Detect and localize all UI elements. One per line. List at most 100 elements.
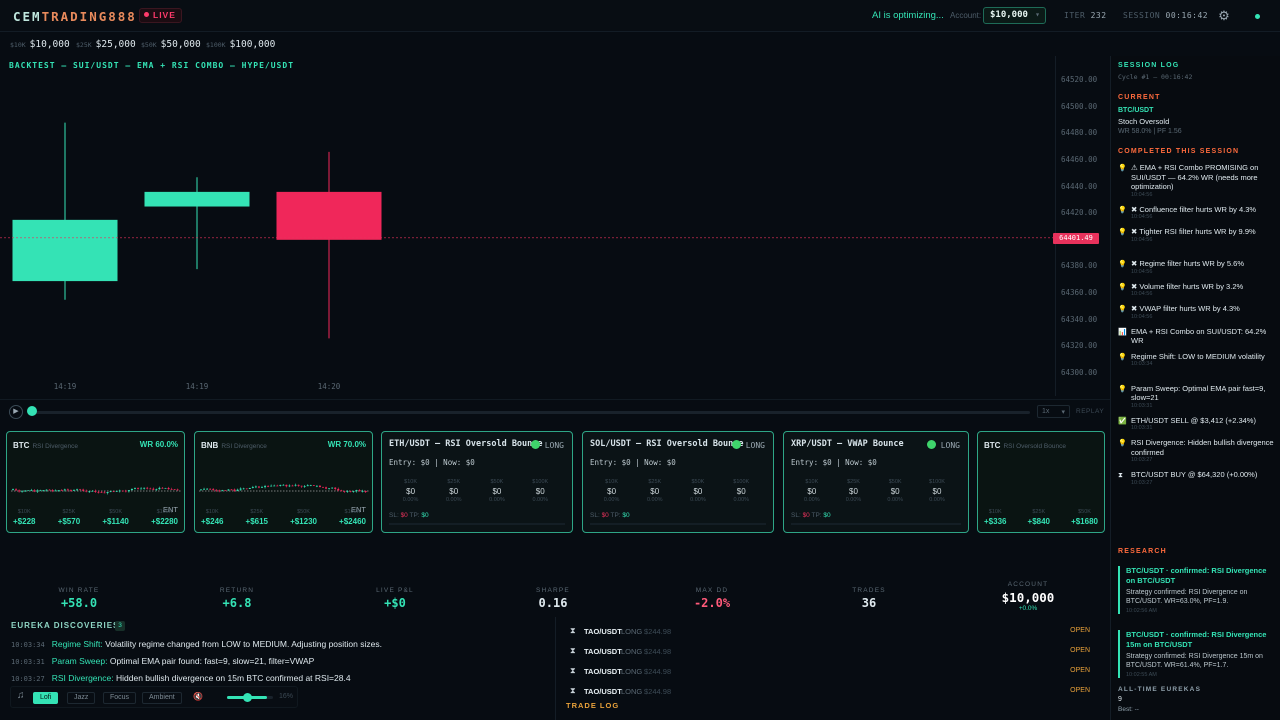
replay-knob[interactable] [27, 406, 37, 416]
log-time: 10:04:56 [1131, 191, 1153, 198]
settings-icon[interactable]: ⚙ [1218, 8, 1230, 23]
volume-knob[interactable] [243, 693, 252, 702]
balance-tag: $100K [206, 41, 226, 49]
session-log-item[interactable]: 💡 Regime Shift: LOW to MEDIUM volatility 1… [1118, 352, 1276, 369]
entry-now: Entry: $0 | Now: $0 [590, 458, 676, 467]
session-timer: SESSION 00:16:42 [1123, 11, 1208, 20]
cell-pct: 0.00% [603, 497, 620, 503]
session-log-item[interactable]: 💡 ✖ Tighter RSI filter hurts WR by 9.9% 10… [1118, 227, 1276, 244]
stat-label: TRADES [852, 587, 886, 594]
spark-candle [209, 488, 212, 490]
strategy-card[interactable]: BNB RSI Divergence WR 70.0% ENT $10K +$246… [194, 431, 373, 533]
spark-candle [76, 489, 79, 491]
research-card[interactable]: BTC/USDT · confirmed: RSI Divergence on … [1118, 566, 1270, 614]
session-log-item[interactable]: ✅ ETH/USDT SELL @ $3,412 (+2.34%) 10:03:31 [1118, 416, 1276, 433]
session-log-item[interactable]: 📊 EMA + RSI Combo on SUI/USDT: 64.2% WR [1118, 327, 1276, 346]
trade-log-tab[interactable]: TRADE LOG [566, 701, 620, 710]
current-pair: BTC/USDT [1118, 107, 1154, 114]
strategy-card[interactable]: BTC RSI Oversold Bounce $10K +$336 $25K +$8… [977, 431, 1105, 533]
balance-item[interactable]: $10K $10,000 [10, 39, 70, 50]
spark-candle [106, 492, 109, 494]
replay-track[interactable] [32, 411, 1030, 414]
balance-item[interactable]: $25K $25,000 [76, 39, 136, 50]
eureka-item[interactable]: 10:03:27 RSI Divergence: Hidden bullish d… [11, 673, 351, 683]
log-text: ✖ Regime filter hurts WR by 5.6% [1131, 259, 1244, 268]
research-card[interactable]: BTC/USDT · confirmed: RSI Divergence 15m… [1118, 630, 1270, 678]
spark-candle [12, 489, 14, 491]
session-log-item[interactable]: 💡 ⚠ EMA + RSI Combo PROMISING on SUI/USDT… [1118, 163, 1276, 199]
stat-label: WIN RATE [58, 587, 100, 594]
balance-value: $100,000 [229, 39, 276, 50]
bot-cell: $100K $0 0.00% [532, 478, 548, 505]
spark-candle [334, 487, 337, 489]
cell-tag: $100K [532, 479, 549, 485]
balance-item[interactable]: $50K $50,000 [141, 39, 201, 50]
live-label: LIVE [153, 10, 176, 20]
spark-candle [69, 490, 72, 491]
session-log-item[interactable]: 💡 ✖ Confluence filter hurts WR by 4.3% 10:… [1118, 205, 1276, 222]
bulb-icon: 💡 [1118, 283, 1127, 291]
cell-pct: 0.00% [733, 497, 750, 503]
spark-candle [325, 487, 328, 489]
candle-body[interactable] [144, 191, 250, 207]
play-button[interactable]: ▶ [9, 405, 23, 419]
bot-card[interactable]: XRP/USDT — VWAP Bounce LONG Entry: $0 | … [783, 431, 969, 533]
spark-candle [149, 488, 152, 490]
eureka-item[interactable]: 10:03:31 Param Sweep: Optimal EMA pair fo… [11, 656, 314, 666]
bot-card[interactable]: ETH/USDT — RSI Oversold Bounce LONG Entr… [381, 431, 573, 533]
bot-cell: $10K $0 0.00% [403, 478, 419, 505]
music-mode-lofi[interactable]: Lofi [33, 692, 59, 704]
price-chart[interactable]: 14:19 14:19 14:20 [0, 56, 1110, 398]
session-log-item[interactable]: 💡 Param Sweep: Optimal EMA pair fast=9, s… [1118, 384, 1276, 410]
spark-candle [361, 490, 364, 492]
stat-max-dd: MAX DD -2.0% [652, 587, 772, 610]
spark-candle [300, 485, 303, 487]
stat-value: 36 [861, 596, 877, 610]
trade-row[interactable]: ⧗ TAO/USDT LONG $244.98 OPEN [570, 681, 1090, 701]
spark-candle [39, 490, 42, 492]
pnl-cell: $10K +$228 [13, 508, 35, 526]
replay-label: REPLAY [1076, 408, 1105, 415]
cell-pct: 0.00% [445, 497, 462, 503]
x-tick-label: 14:19 [186, 382, 209, 391]
bot-card[interactable]: SOL/USDT — RSI Oversold Bounce LONG Entr… [582, 431, 774, 533]
strategy-card[interactable]: BTC RSI Divergence WR 60.0% ENT $10K +$228… [6, 431, 185, 533]
completed-label: COMPLETED THIS SESSION [1118, 148, 1240, 155]
eureka-item[interactable]: 10:03:34 Regime Shift: Volatility regime … [11, 639, 382, 649]
account-select[interactable]: $10,000 ▾ [983, 7, 1046, 24]
cell-value: $0 [535, 487, 545, 496]
candle-body[interactable] [276, 191, 382, 240]
music-mode-focus[interactable]: Focus [103, 692, 137, 704]
app-logo[interactable]: CEMTRADING888 [13, 9, 137, 24]
session-log-item[interactable]: 💡 ✖ Regime filter hurts WR by 5.6% 10:04:5… [1118, 259, 1276, 276]
mute-icon[interactable]: 🔇 [193, 692, 203, 701]
trade-row[interactable]: ⧗ TAO/USDT LONG $244.98 OPEN [570, 661, 1090, 681]
balance-item[interactable]: $100K $100,000 [206, 39, 275, 50]
card-winrate: WR 60.0% [139, 440, 178, 449]
session-log-item[interactable]: 💡 RSI Divergence: Hidden bullish divergen… [1118, 438, 1276, 464]
cell-tag: $10K [605, 479, 619, 485]
session-log-item[interactable]: ⧗ BTC/USDT BUY @ $64,320 (+0.00%) 10:03:27 [1118, 470, 1276, 487]
trade-status: OPEN [1070, 647, 1090, 654]
backtest-title: BACKTEST — SUI/USDT — EMA + RSI COMBO — … [9, 61, 295, 70]
spark-candle [79, 489, 82, 491]
music-mode-ambient[interactable]: Ambient [142, 692, 182, 704]
volume-slider[interactable] [227, 693, 273, 702]
sparkline [199, 483, 370, 494]
music-mode-jazz[interactable]: Jazz [67, 692, 96, 704]
speed-select[interactable]: 1x ▾ [1037, 405, 1070, 418]
research-label: RESEARCH [1118, 548, 1167, 555]
alltime-label: ALL-TIME EUREKAS [1118, 686, 1202, 693]
session-log-item[interactable]: 💡 ✖ Volume filter hurts WR by 3.2% 10:04:5… [1118, 282, 1276, 299]
hourglass-icon: ⧗ [1118, 472, 1123, 479]
spark-candle [91, 490, 94, 492]
trade-row[interactable]: ⧗ TAO/USDT LONG $244.98 OPEN [570, 621, 1090, 641]
spark-candle [227, 489, 230, 491]
candle-body[interactable] [12, 219, 118, 282]
current-stats: WR 58.0% | PF 1.56 [1118, 128, 1182, 135]
eureka-key: RSI Divergence: [51, 673, 114, 683]
session-log-item[interactable]: 💡 ✖ VWAP filter hurts WR by 4.3% 10:04:56 [1118, 304, 1276, 321]
spark-candle [254, 486, 257, 488]
direction-badge: LONG [926, 440, 960, 450]
trade-row[interactable]: ⧗ TAO/USDT LONG $244.98 OPEN [570, 641, 1090, 661]
